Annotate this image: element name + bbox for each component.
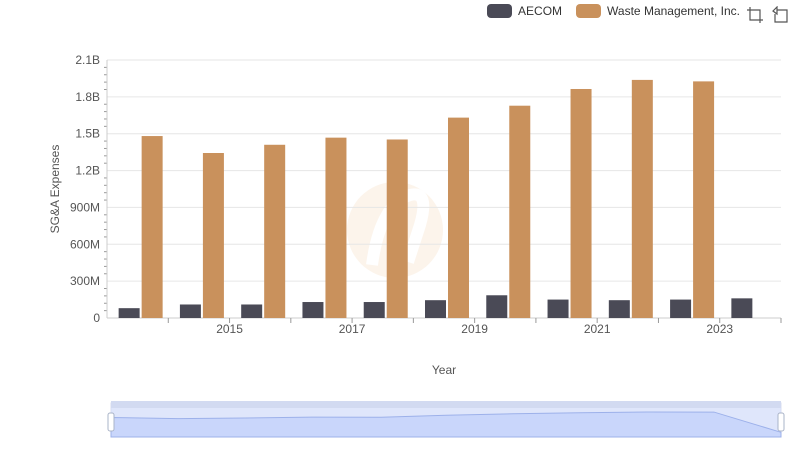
x-tick-label: 2023 [706,322,733,336]
x-tick-label: 2021 [584,322,611,336]
y-tick-label: 2.1B [75,53,100,67]
bar-aecom-2016[interactable] [241,304,263,318]
bar-aecom-2024[interactable] [731,298,753,318]
legend-swatch [576,4,602,18]
bar-waste-management-2017[interactable] [325,137,347,318]
bar-aecom-2015[interactable] [179,304,201,318]
bar-waste-management-2018[interactable] [386,139,408,318]
bar-waste-management-2023[interactable] [693,81,715,319]
y-tick-label: 300M [70,274,100,288]
y-tick-label: 0 [93,311,100,325]
y-tick-label: 1.2B [75,164,100,178]
y-axis: 0 300M 600M 900M 1.2B 1.5B 1.8B 2.1B [70,53,108,325]
bar-waste-management-2020[interactable] [509,105,531,319]
bar-aecom-2014[interactable] [118,308,140,318]
bar-aecom-2021[interactable] [547,299,569,318]
legend: AECOM Waste Management, Inc. [487,4,740,18]
bar-waste-management-2019[interactable] [448,117,469,319]
range-navigator[interactable] [107,401,785,438]
bar-aecom-2017[interactable] [302,302,324,318]
y-axis-title: SG&A Expenses [48,145,62,234]
restore-icon[interactable] [772,6,790,24]
x-tick-label: 2019 [461,322,488,336]
bars [118,79,753,319]
y-tick-label: 1.5B [75,127,100,141]
bar-waste-management-2016[interactable] [264,144,286,318]
bar-aecom-2023[interactable] [670,299,692,318]
bar-waste-management-2022[interactable] [631,79,653,318]
navigator-left-handle[interactable] [107,412,115,432]
x-axis: 2015 2017 2019 2021 2023 [167,318,782,336]
bar-aecom-2022[interactable] [608,300,630,318]
bar-aecom-2020[interactable] [486,295,508,318]
y-tick-label: 900M [70,200,100,214]
bar-waste-management-2015[interactable] [202,153,224,318]
navigator-top-bar[interactable] [111,401,781,408]
x-tick-label: 2017 [339,322,366,336]
navigator-preview-line [110,411,782,438]
navigator-right-handle[interactable] [777,412,785,432]
y-tick-label: 1.8B [75,90,100,104]
legend-label: Waste Management, Inc. [607,4,740,18]
bar-waste-management-2021[interactable] [570,88,592,318]
legend-swatch [487,4,513,18]
zoom-icon[interactable] [746,6,764,24]
chart-toolbar [746,6,790,24]
bar-waste-management-2014[interactable] [141,136,163,318]
y-tick-label: 600M [70,237,100,251]
legend-item-1[interactable]: Waste Management, Inc. [576,4,740,18]
legend-item-0[interactable]: AECOM [487,4,562,18]
x-axis-title: Year [432,363,456,377]
bar-aecom-2019[interactable] [425,300,446,318]
bar-aecom-2018[interactable] [363,302,385,318]
legend-label: AECOM [518,4,563,18]
x-tick-label: 2015 [216,322,243,336]
